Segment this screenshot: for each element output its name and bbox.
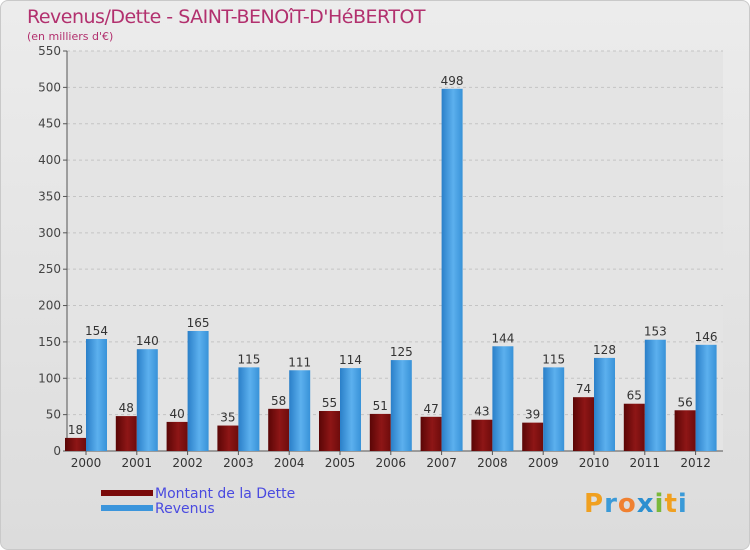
data-label-dette: 51 bbox=[373, 399, 388, 413]
y-tick-label: 250 bbox=[38, 262, 61, 276]
bar-dette bbox=[573, 397, 594, 451]
y-tick-label: 450 bbox=[38, 117, 61, 131]
logo-letter: P bbox=[584, 489, 605, 519]
data-label-revenus: 114 bbox=[339, 353, 362, 367]
bar-dette bbox=[623, 403, 645, 451]
y-tick-label: 400 bbox=[38, 153, 61, 167]
data-label-revenus: 146 bbox=[695, 330, 718, 344]
bar-dette bbox=[166, 421, 188, 451]
bar-dette bbox=[522, 422, 544, 451]
bar-revenus bbox=[441, 88, 463, 452]
bar-dette bbox=[319, 411, 340, 451]
data-label-dette: 43 bbox=[474, 405, 489, 419]
legend-label-dette: Montant de la Dette bbox=[155, 486, 296, 502]
data-label-dette: 55 bbox=[322, 396, 337, 410]
y-tick-label: 500 bbox=[38, 80, 61, 94]
data-label-revenus: 144 bbox=[491, 331, 514, 345]
bar-revenus bbox=[136, 349, 158, 451]
x-tick-label: 2001 bbox=[122, 456, 153, 470]
logo-letter: x bbox=[636, 489, 655, 519]
x-tick-label: 2007 bbox=[426, 456, 457, 470]
data-label-revenus: 115 bbox=[542, 352, 565, 366]
data-label-revenus: 165 bbox=[187, 316, 210, 330]
y-tick-label: 0 bbox=[53, 444, 61, 458]
proxiti-logo: Proxiti bbox=[584, 489, 688, 519]
bar-dette bbox=[420, 416, 442, 451]
bar-dette bbox=[217, 425, 239, 451]
data-label-dette: 39 bbox=[525, 408, 540, 422]
bar-revenus bbox=[340, 368, 361, 451]
data-label-dette: 40 bbox=[169, 407, 184, 421]
data-label-revenus: 115 bbox=[237, 352, 260, 366]
chart-title: Revenus/Dette - SAINT-BENOîT-D'HéBERTOT bbox=[27, 6, 426, 28]
data-label-revenus: 125 bbox=[390, 345, 413, 359]
bar-dette bbox=[268, 408, 290, 451]
bar-dette bbox=[471, 419, 493, 451]
x-tick-label: 2008 bbox=[477, 456, 508, 470]
y-tick-label: 150 bbox=[38, 335, 61, 349]
data-label-revenus: 140 bbox=[136, 334, 159, 348]
x-tick-label: 2003 bbox=[223, 456, 254, 470]
bar-revenus bbox=[390, 360, 412, 451]
logo-letter: i bbox=[677, 489, 688, 519]
data-label-dette: 56 bbox=[677, 395, 692, 409]
data-label-dette: 47 bbox=[423, 402, 438, 416]
data-label-revenus: 111 bbox=[288, 355, 311, 369]
bar-revenus bbox=[86, 339, 107, 451]
data-label-dette: 65 bbox=[627, 389, 642, 403]
legend-swatch-dette bbox=[101, 490, 153, 496]
x-tick-label: 2012 bbox=[680, 456, 711, 470]
data-label-revenus: 498 bbox=[441, 74, 464, 88]
bar-revenus bbox=[695, 344, 717, 451]
chart-subtitle: (en milliers d'€) bbox=[27, 30, 114, 43]
data-label-revenus: 154 bbox=[85, 324, 108, 338]
data-label-dette: 35 bbox=[220, 411, 235, 425]
x-tick-label: 2009 bbox=[528, 456, 559, 470]
y-tick-label: 100 bbox=[38, 371, 61, 385]
y-tick-label: 50 bbox=[46, 408, 61, 422]
bar-dette bbox=[115, 416, 137, 451]
bar-revenus bbox=[187, 331, 209, 451]
data-label-dette: 58 bbox=[271, 394, 286, 408]
legend-label-revenus: Revenus bbox=[155, 501, 215, 517]
bar-revenus bbox=[543, 367, 565, 451]
y-tick-label: 200 bbox=[38, 299, 61, 313]
x-tick-label: 2005 bbox=[325, 456, 356, 470]
bar-revenus bbox=[492, 346, 514, 451]
data-label-dette: 48 bbox=[119, 401, 134, 415]
x-tick-label: 2010 bbox=[579, 456, 610, 470]
bar-revenus bbox=[289, 370, 311, 451]
data-label-dette: 18 bbox=[68, 423, 83, 437]
y-tick-label: 300 bbox=[38, 226, 61, 240]
data-label-dette: 74 bbox=[576, 382, 591, 396]
logo-letter: t bbox=[664, 489, 678, 519]
x-tick-label: 2000 bbox=[71, 456, 102, 470]
bar-dette bbox=[369, 413, 391, 451]
bar-dette bbox=[65, 437, 86, 451]
bar-revenus bbox=[594, 357, 615, 451]
legend-swatch-revenus bbox=[101, 505, 153, 511]
x-tick-label: 2011 bbox=[630, 456, 661, 470]
logo-letter: r bbox=[604, 489, 618, 519]
bar-revenus bbox=[644, 339, 666, 451]
data-label-revenus: 153 bbox=[644, 325, 667, 339]
x-tick-label: 2006 bbox=[376, 456, 407, 470]
bar-revenus bbox=[238, 367, 260, 451]
bar-dette bbox=[674, 410, 696, 451]
y-tick-label: 350 bbox=[38, 189, 61, 203]
logo-letter: i bbox=[654, 489, 665, 519]
y-tick-label: 550 bbox=[38, 44, 61, 58]
x-tick-label: 2004 bbox=[274, 456, 305, 470]
x-tick-label: 2002 bbox=[172, 456, 203, 470]
data-label-revenus: 128 bbox=[593, 343, 616, 357]
logo-letter: o bbox=[617, 489, 637, 519]
